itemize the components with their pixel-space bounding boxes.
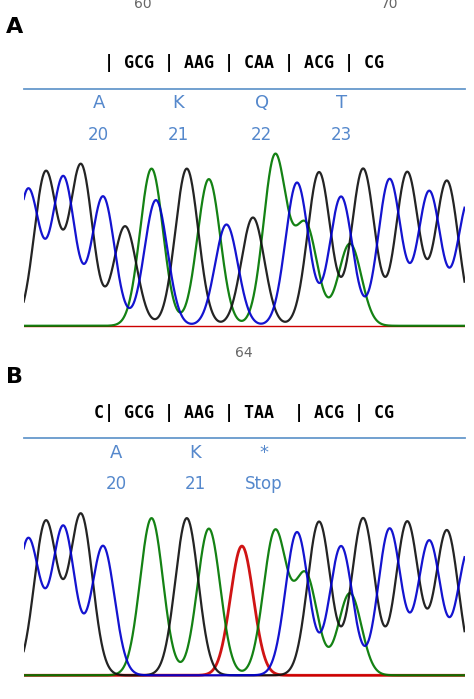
Text: Q: Q: [255, 94, 269, 112]
Text: 20: 20: [106, 475, 127, 493]
Text: | GCG | AAG | CAA | ACG | CG: | GCG | AAG | CAA | ACG | CG: [104, 55, 384, 72]
Text: B: B: [6, 367, 23, 387]
Text: 60: 60: [134, 0, 152, 10]
Text: *: *: [259, 444, 268, 461]
Text: 21: 21: [185, 475, 206, 493]
Text: K: K: [190, 444, 201, 461]
Text: K: K: [172, 94, 184, 112]
Text: 64: 64: [235, 346, 253, 360]
Text: Stop: Stop: [245, 475, 283, 493]
Text: 21: 21: [167, 126, 189, 144]
Text: A: A: [92, 94, 105, 112]
Text: A: A: [110, 444, 122, 461]
Text: C| GCG | AAG | TAA  | ACG | CG: C| GCG | AAG | TAA | ACG | CG: [94, 404, 394, 421]
Text: T: T: [336, 94, 346, 112]
Text: 20: 20: [88, 126, 109, 144]
Text: 22: 22: [251, 126, 273, 144]
Text: 23: 23: [330, 126, 352, 144]
Text: 70: 70: [381, 0, 398, 10]
Text: A: A: [6, 17, 23, 37]
